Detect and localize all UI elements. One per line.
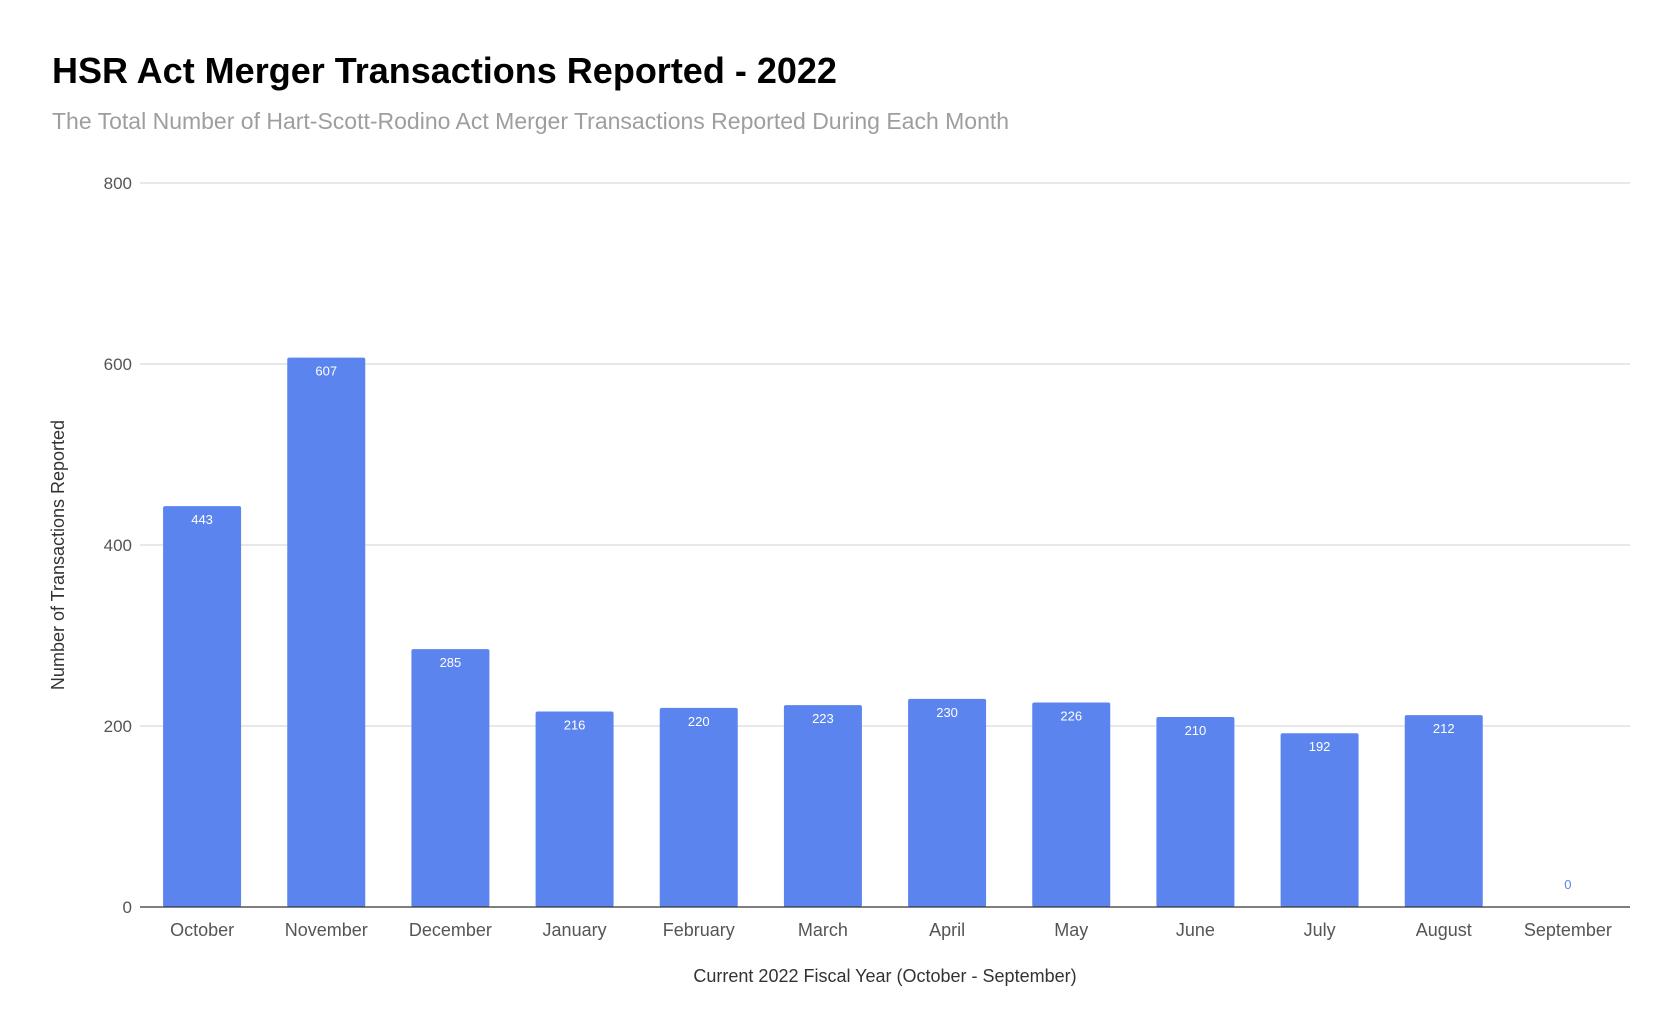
gridlines [140,182,1630,727]
y-axis-title: Number of Transactions Reported [48,420,68,690]
y-tick-label: 400 [104,536,132,555]
data-label-april: 230 [936,705,958,720]
x-category-label: July [1304,920,1336,940]
x-category-label: May [1054,920,1088,940]
data-labels: 443 607 285 216 220 223 230 226 210 192 212 0 [191,364,1571,892]
bars [163,357,1483,907]
data-label-november: 607 [315,364,337,379]
y-tick-label: 600 [104,355,132,374]
x-category-label: March [798,920,848,940]
bar-november [287,357,366,907]
x-category-label: September [1524,920,1612,940]
data-label-june: 210 [1185,723,1207,738]
data-label-january: 216 [564,718,586,733]
y-tick-label: 800 [104,174,132,193]
bar-may [1032,702,1111,907]
bar-july [1280,733,1359,907]
data-label-march: 223 [812,711,834,726]
data-label-december: 285 [440,655,462,670]
data-label-august: 212 [1433,721,1455,736]
data-label-october: 443 [191,512,213,527]
bar-october [163,506,242,907]
data-label-july: 192 [1309,739,1331,754]
x-category-label: August [1416,920,1472,940]
bar-june [1156,716,1235,907]
chart-title: HSR Act Merger Transactions Reported - 2… [52,50,837,91]
x-category-label: June [1176,920,1215,940]
x-category-label: February [663,920,735,940]
y-tick-label: 200 [104,717,132,736]
data-label-february: 220 [688,714,710,729]
x-category-label: December [409,920,492,940]
x-axis-title: Current 2022 Fiscal Year (October - Sept… [693,966,1076,986]
chart-subtitle: The Total Number of Hart-Scott-Rodino Ac… [52,108,1010,134]
x-category-label: January [543,920,607,940]
bar-april [908,698,987,907]
x-axis-categories: October November December January February Ma… [170,920,1612,940]
data-label-may: 226 [1060,708,1082,723]
y-tick-label: 0 [123,898,132,917]
bar-march [783,705,862,907]
x-category-label: April [929,920,965,940]
data-label-september: 0 [1564,877,1571,892]
x-category-label: October [170,920,234,940]
y-axis-ticks: 0 200 400 600 800 [104,174,132,917]
bar-december [411,649,490,907]
bar-august [1404,715,1483,907]
x-category-label: November [285,920,368,940]
bar-january [535,711,614,907]
bar-february [659,707,738,907]
